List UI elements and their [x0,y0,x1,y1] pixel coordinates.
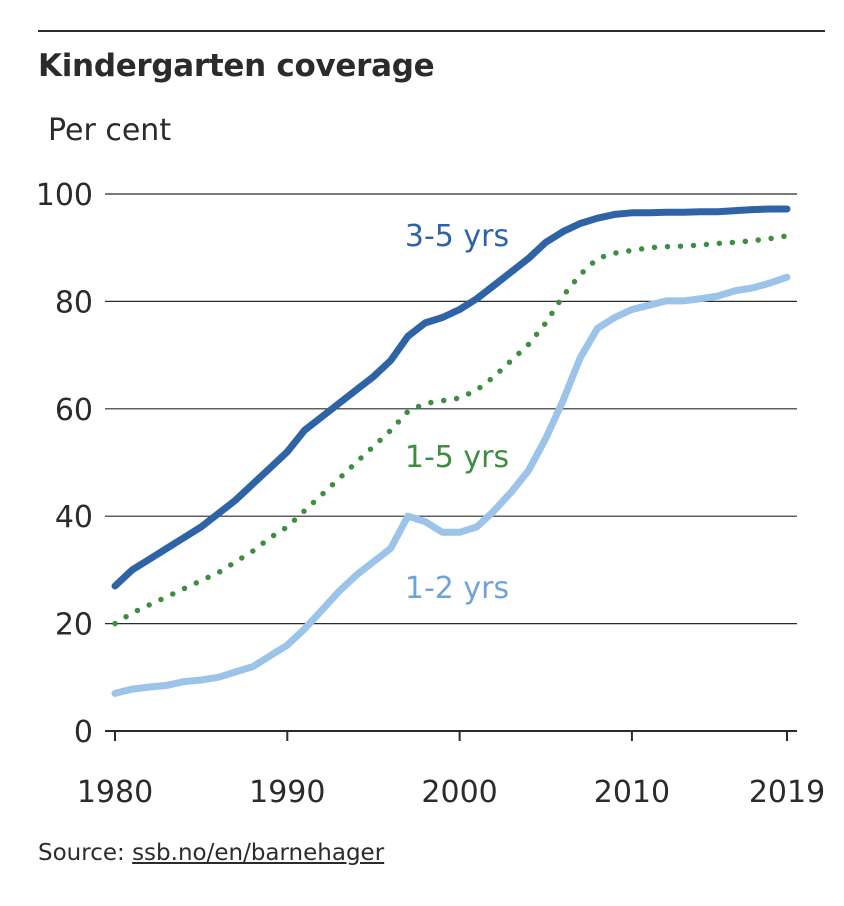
y-tick-label: 80 [55,285,93,320]
line-chart: 0 20 40 60 80 100 1980 1990 2000 2010 2019 3-5 yr… [36,178,825,810]
source-prefix: Source: [38,840,133,866]
series-label: 3-5 yrs [405,219,509,254]
series-line-1-2-yrs [111,273,791,697]
x-tick-label: 2000 [421,775,497,810]
y-tick-label: 40 [55,500,93,535]
series-label: 1-2 yrs [405,571,509,606]
y-axis-label: Per cent [48,113,172,148]
series-line-1-5-yrs [112,233,790,627]
y-tick-labels: 0 20 40 60 80 100 [36,178,93,750]
chart-title: Kindergarten coverage [38,48,435,84]
top-rule [38,30,825,32]
y-tick-label: 100 [36,178,93,213]
x-axis [105,730,797,741]
source-link[interactable]: ssb.no/en/barnehager [132,840,385,866]
y-tick-label: 60 [55,393,93,428]
x-tick-label: 2019 [749,775,825,810]
source-note: Source: ssb.no/en/barnehager [38,840,384,866]
y-tick-label: 20 [55,608,93,643]
x-tick-label: 1980 [77,775,153,810]
series-lines [111,205,791,697]
x-tick-labels: 1980 1990 2000 2010 2019 [77,775,825,810]
x-tick-label: 1990 [249,775,325,810]
x-tick-label: 2010 [594,775,670,810]
series-label: 1-5 yrs [405,440,509,475]
series-labels: 3-5 yrs 1-5 yrs 1-2 yrs [405,219,509,606]
grid-lines [105,193,797,625]
series-line-3-5-yrs [111,205,791,590]
y-tick-label: 0 [74,715,93,750]
